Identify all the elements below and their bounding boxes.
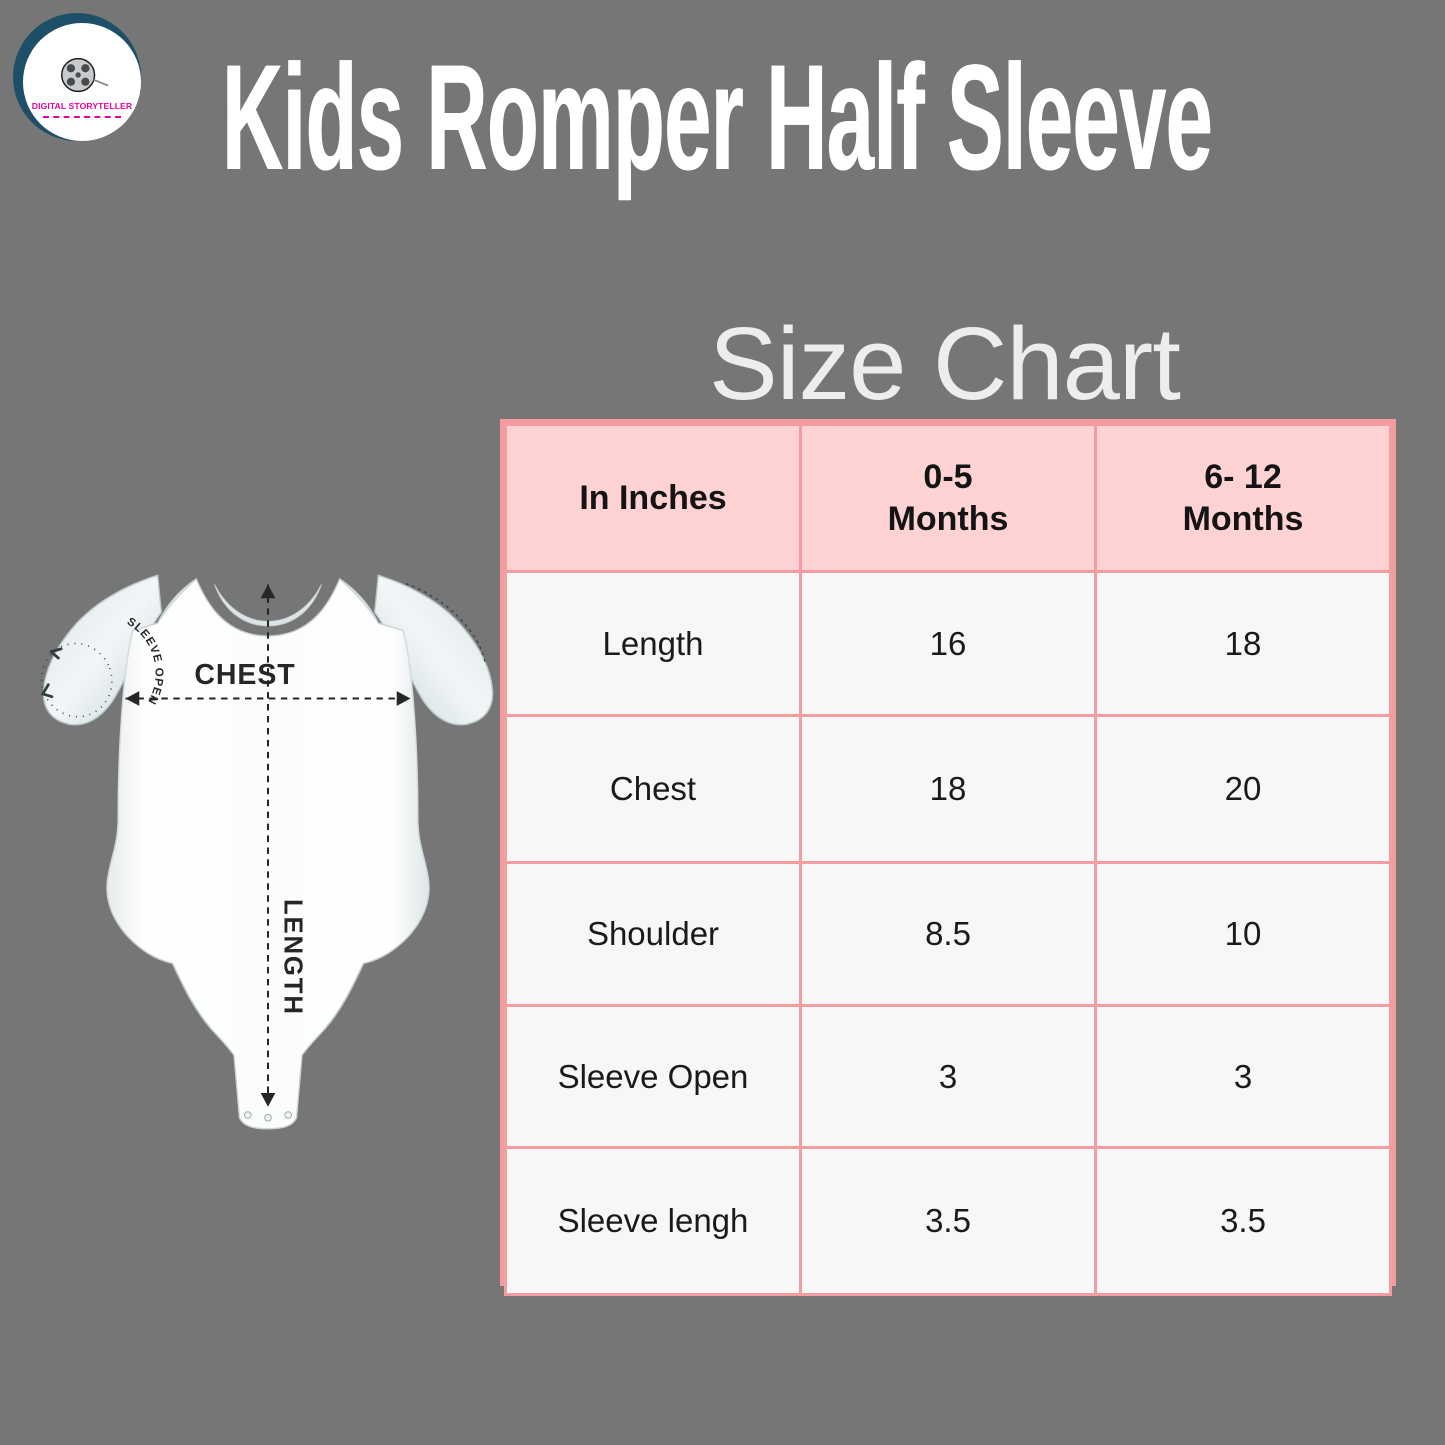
svg-text:CHEST: CHEST bbox=[194, 659, 295, 691]
svg-text:LENGTH: LENGTH bbox=[279, 899, 307, 1016]
